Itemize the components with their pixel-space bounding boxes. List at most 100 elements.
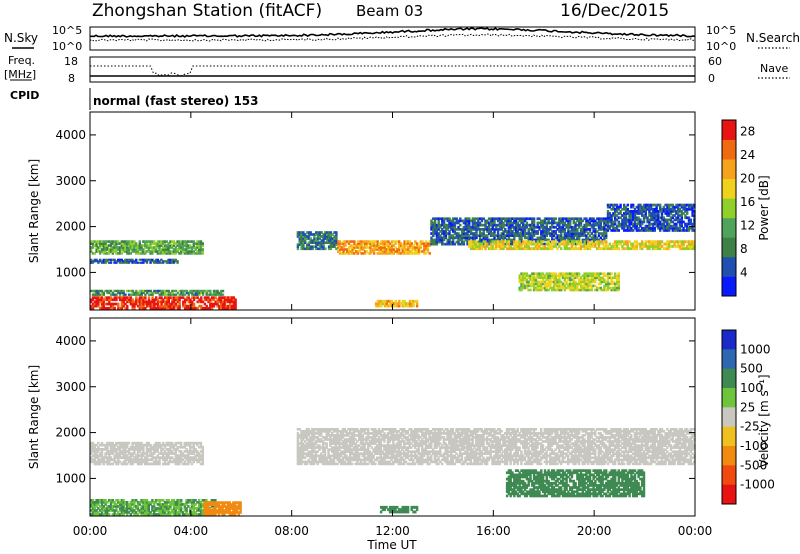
heatmap-cell [523,278,527,282]
heatmap-cell [158,443,161,447]
heatmap-cell [327,231,331,234]
heatmap-cell [514,247,518,251]
heatmap-cell [153,462,156,466]
heatmap-cell [232,306,235,310]
heatmap-cell [493,236,496,240]
heatmap-cell [149,289,152,293]
heatmap-cell [644,203,647,207]
heatmap-cell [230,511,233,514]
heatmap-cell [136,454,140,457]
heatmap-cell [151,246,154,249]
heatmap-cell [632,244,635,248]
heatmap-cell [146,289,149,293]
heatmap-cell [464,221,467,225]
heatmap-cell [578,232,581,235]
heatmap-cell [619,242,622,246]
heatmap-cell [532,238,536,242]
heatmap-cell [149,261,152,264]
heatmap-cell [659,229,662,232]
heatmap-cell [344,252,347,255]
heatmap-cell [594,228,597,231]
heatmap-cell [549,280,552,284]
heatmap-cell [102,258,105,261]
heatmap-cell [151,250,154,253]
heatmap-cell [100,509,104,512]
heatmap-cell [594,280,597,284]
heatmap-cell [477,234,480,237]
heatmap-cell [523,240,527,244]
heatmap-cell [558,282,561,286]
heatmap-cell [596,230,599,233]
heatmap-cell [154,507,158,510]
heatmap-cell [442,217,446,221]
heatmap-cell [538,276,541,280]
heatmap-cell [378,299,381,303]
heatmap-cell [579,280,583,284]
heatmap-cell [180,252,183,255]
heatmap-cell [592,244,595,248]
heatmap-cell [666,222,669,226]
heatmap-cell [156,298,160,302]
heatmap-cell [531,228,534,231]
heatmap-cell [192,509,195,512]
heatmap-cell [344,240,347,243]
heatmap-cell [412,244,415,247]
heatmap-cell [189,441,192,445]
heatmap-cell [491,225,494,229]
heatmap-cell [117,456,120,459]
heatmap-cell [585,286,588,290]
heatmap-cell [174,258,177,261]
heatmap-cell [626,240,629,244]
heatmap-cell [358,242,361,245]
heatmap-cell [313,237,316,240]
heatmap-cell [97,503,100,506]
heatmap-cell [106,260,109,263]
heatmap-cell [630,205,633,209]
nave-label: Nave [760,62,788,75]
heatmap-cell [129,501,132,504]
heatmap-cell [531,221,534,225]
heatmap-cell [309,245,312,248]
heatmap-cell [91,460,95,464]
heatmap-cell [623,216,626,220]
heatmap-cell [639,210,642,213]
heatmap-cell [106,289,109,293]
heatmap-cell [525,278,529,282]
heatmap-cell [104,260,107,263]
heatmap-cell [230,505,233,508]
heatmap-cell [183,509,186,512]
heatmap-cell [646,207,649,211]
heatmap-cell [394,304,397,308]
heatmap-cell [169,296,172,299]
heatmap-cell [138,445,141,449]
heatmap-cell [594,232,597,235]
heatmap-cell [547,240,550,244]
heatmap-cell [169,240,172,243]
heatmap-cell [167,289,170,293]
heatmap-cell [153,503,156,506]
heatmap-cell [91,302,95,306]
heatmap-cell [329,235,333,238]
heatmap-cell [187,296,190,299]
heatmap-cell [95,452,98,455]
heatmap-cell [192,511,195,514]
heatmap-cell [183,300,187,304]
heatmap-cell [569,217,572,221]
heatmap-cell [567,274,570,278]
heatmap-cell [480,223,484,227]
heatmap-cell [669,216,673,220]
heatmap-cell [93,503,96,506]
heatmap-cell [158,261,161,264]
heatmap-cell [122,511,125,514]
heatmap-cell [165,296,169,299]
heatmap-cell [165,448,168,451]
heatmap-cell [171,499,174,502]
heatmap-cell [129,452,132,455]
heatmap-cell [153,304,156,308]
heatmap-cell [518,286,521,290]
heatmap-cell [588,221,592,225]
heatmap-cell [142,296,145,299]
heatmap-cell [684,205,687,209]
heatmap-cell [410,299,413,303]
heatmap-cell [623,214,626,217]
